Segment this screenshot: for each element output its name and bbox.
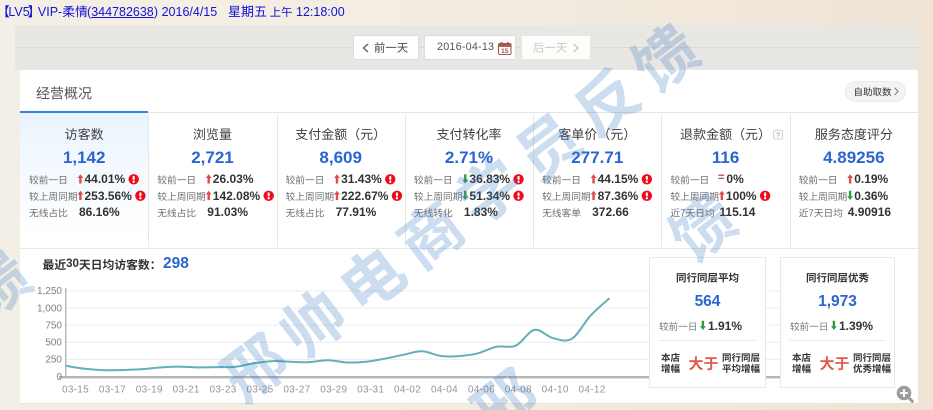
svg-text:03-17: 03-17 bbox=[99, 384, 126, 395]
svg-text:500: 500 bbox=[45, 338, 62, 349]
svg-text:1.91%: 1.91% bbox=[708, 319, 742, 333]
svg-text:03-25: 03-25 bbox=[246, 384, 273, 395]
svg-text:04-10: 04-10 bbox=[542, 384, 569, 395]
svg-text:250: 250 bbox=[45, 355, 62, 366]
svg-text:1.39%: 1.39% bbox=[839, 319, 873, 333]
svg-text:15: 15 bbox=[501, 48, 509, 55]
svg-text:1,000: 1,000 bbox=[37, 303, 62, 314]
svg-text:1,250: 1,250 bbox=[37, 286, 62, 297]
svg-text:0: 0 bbox=[56, 372, 62, 383]
svg-text:04-04: 04-04 bbox=[431, 384, 458, 395]
svg-text:04-02: 04-02 bbox=[394, 384, 421, 395]
svg-text:03-21: 03-21 bbox=[173, 384, 200, 395]
svg-text:1,973: 1,973 bbox=[818, 293, 857, 310]
svg-text:03-29: 03-29 bbox=[320, 384, 347, 395]
svg-text:03-27: 03-27 bbox=[283, 384, 310, 395]
svg-text:03-15: 03-15 bbox=[62, 384, 89, 395]
svg-text:03-31: 03-31 bbox=[357, 384, 384, 395]
svg-text:?: ? bbox=[776, 132, 780, 139]
svg-text:03-23: 03-23 bbox=[210, 384, 237, 395]
svg-text:03-19: 03-19 bbox=[136, 384, 163, 395]
svg-text:750: 750 bbox=[45, 320, 62, 331]
svg-text:564: 564 bbox=[695, 293, 721, 310]
svg-text:04-12: 04-12 bbox=[579, 384, 606, 395]
